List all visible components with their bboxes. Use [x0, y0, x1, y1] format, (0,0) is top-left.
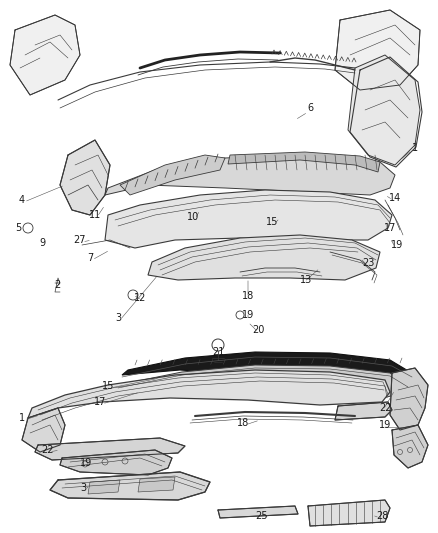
Text: 21: 21 — [212, 347, 224, 357]
Text: 19: 19 — [391, 240, 403, 250]
Text: 28: 28 — [376, 511, 388, 521]
Polygon shape — [105, 190, 392, 248]
Text: 25: 25 — [256, 511, 268, 521]
Text: 19: 19 — [242, 310, 254, 320]
Polygon shape — [28, 370, 390, 418]
Polygon shape — [218, 506, 298, 518]
Polygon shape — [88, 480, 120, 494]
Text: 13: 13 — [300, 275, 312, 285]
Text: 20: 20 — [252, 325, 264, 335]
Text: 9: 9 — [39, 238, 45, 248]
Polygon shape — [105, 155, 395, 195]
Polygon shape — [148, 235, 380, 280]
Polygon shape — [22, 408, 65, 452]
Text: 17: 17 — [94, 397, 106, 407]
Text: 19: 19 — [379, 420, 391, 430]
Text: 7: 7 — [87, 253, 93, 263]
Text: 11: 11 — [89, 210, 101, 220]
Polygon shape — [122, 352, 410, 385]
Text: 12: 12 — [134, 293, 146, 303]
Text: 4: 4 — [19, 195, 25, 205]
Text: 18: 18 — [242, 291, 254, 301]
Text: 15: 15 — [266, 217, 278, 227]
Polygon shape — [308, 500, 390, 526]
Polygon shape — [390, 368, 428, 430]
Text: 23: 23 — [362, 258, 374, 268]
Polygon shape — [138, 477, 175, 492]
Text: 1: 1 — [412, 143, 418, 153]
Polygon shape — [10, 15, 80, 95]
Polygon shape — [120, 155, 225, 195]
Text: 5: 5 — [15, 223, 21, 233]
Polygon shape — [392, 425, 428, 468]
Polygon shape — [115, 365, 408, 397]
Text: 3: 3 — [115, 313, 121, 323]
Polygon shape — [335, 402, 392, 420]
Text: 2: 2 — [54, 280, 60, 290]
Text: 19: 19 — [80, 458, 92, 468]
Polygon shape — [35, 438, 185, 460]
Text: 22: 22 — [41, 445, 53, 455]
Polygon shape — [348, 55, 420, 165]
Text: 14: 14 — [389, 193, 401, 203]
Text: 6: 6 — [307, 103, 313, 113]
Text: 1: 1 — [19, 413, 25, 423]
Text: 15: 15 — [102, 381, 114, 391]
Text: 22: 22 — [379, 403, 391, 413]
Polygon shape — [60, 140, 110, 215]
Text: 27: 27 — [74, 235, 86, 245]
Polygon shape — [335, 10, 420, 90]
Text: 10: 10 — [187, 212, 199, 222]
Polygon shape — [228, 152, 380, 172]
Polygon shape — [50, 472, 210, 500]
Polygon shape — [60, 450, 172, 475]
Text: 18: 18 — [237, 418, 249, 428]
Text: 3: 3 — [80, 483, 86, 493]
Text: 17: 17 — [384, 223, 396, 233]
